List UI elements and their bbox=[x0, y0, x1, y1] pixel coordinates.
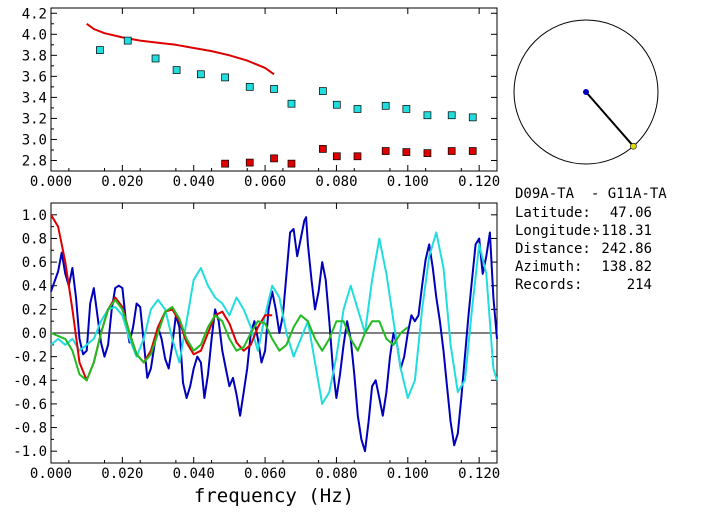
distance-label: Distance: bbox=[515, 241, 591, 257]
correlation-y-tick-label: 0.4 bbox=[22, 279, 47, 295]
velocity-red-marker bbox=[353, 152, 362, 161]
velocity-x-tick-label: 0.060 bbox=[244, 174, 286, 190]
azimuth-dial bbox=[513, 19, 659, 165]
correlation-y-tick-label: -0.4 bbox=[13, 373, 47, 389]
correlation-cyan-line bbox=[50, 231, 498, 405]
velocity-x-tick-label: 0.000 bbox=[30, 174, 72, 190]
correlation-x-tick-label: 0.120 bbox=[458, 466, 500, 482]
azimuth-line bbox=[585, 91, 635, 147]
correlation-y-tick-label: -0.2 bbox=[13, 350, 47, 366]
velocity-y-tick-label: 4.0 bbox=[22, 27, 47, 43]
velocity-red-marker bbox=[423, 149, 432, 157]
station-center-marker bbox=[583, 89, 589, 95]
distance-value: 242.86 bbox=[601, 241, 652, 257]
velocity-y-tick-label: 3.2 bbox=[22, 111, 47, 127]
velocity-y-tick-label: 3.6 bbox=[22, 69, 47, 85]
azimuth-label: Azimuth: bbox=[515, 259, 582, 275]
correlation-x-tick-label: 0.080 bbox=[315, 466, 357, 482]
velocity-red-marker bbox=[468, 147, 477, 155]
velocity-cyan-marker bbox=[197, 70, 205, 79]
velocity-x-tick-label: 0.080 bbox=[315, 174, 357, 190]
latitude-label: Latitude: bbox=[515, 205, 591, 221]
station-info: D09A-TA - G11A-TA Latitude: 47.06 Longit… bbox=[515, 186, 667, 293]
velocity-cyan-marker bbox=[245, 83, 254, 91]
velocity-cyan-marker bbox=[402, 105, 411, 113]
correlation-y-tick-label: 0.8 bbox=[22, 231, 47, 247]
velocity-y-tick-label: 3.4 bbox=[22, 90, 47, 106]
azimuth-value: 138.82 bbox=[601, 259, 652, 275]
records-value: 214 bbox=[627, 277, 652, 293]
velocity-cyan-marker bbox=[381, 101, 390, 110]
velocity-y-tick-label: 3.0 bbox=[22, 132, 47, 148]
velocity-y-tick-label: 4.2 bbox=[22, 6, 47, 22]
longitude-label: Longitude: bbox=[515, 223, 599, 239]
velocity-panel-ticks: 0.000 0.020 0.040 0.060 0.080 0.100 0.120 4.2 4.… bbox=[22, 6, 501, 190]
correlation-panel: 0.000 0.020 0.040 0.060 0.080 0.100 0.120 1.0 0.… bbox=[13, 202, 500, 507]
longitude-value: -118.31 bbox=[593, 223, 652, 239]
velocity-red-marker bbox=[319, 145, 327, 153]
velocity-x-tick-label: 0.040 bbox=[173, 174, 215, 190]
azimuth-circle bbox=[513, 19, 659, 165]
velocity-red-marker bbox=[402, 148, 411, 156]
velocity-panel: 0.000 0.020 0.040 0.060 0.080 0.100 0.120 4.2 4.… bbox=[22, 6, 501, 190]
velocity-x-tick-label: 0.020 bbox=[101, 174, 143, 190]
velocity-red-marker bbox=[287, 159, 296, 168]
latitude-value: 47.06 bbox=[610, 205, 652, 221]
velocity-red-marker bbox=[447, 147, 456, 155]
velocity-red-marker bbox=[245, 158, 254, 167]
velocity-red-marker bbox=[270, 154, 278, 163]
correlation-x-tick-label: 0.020 bbox=[101, 466, 143, 482]
correlation-x-tick-label: 0.100 bbox=[387, 466, 429, 482]
velocity-cyan-marker bbox=[447, 111, 456, 120]
velocity-cyan-marker bbox=[319, 87, 327, 95]
correlation-x-tick-label: 0.040 bbox=[173, 466, 215, 482]
correlation-x-tick-label: 0.060 bbox=[244, 466, 286, 482]
velocity-cyan-marker bbox=[270, 85, 278, 93]
velocity-cyan-marker bbox=[96, 46, 104, 54]
velocity-cyan-marker bbox=[423, 111, 432, 120]
correlation-y-tick-label: 0.6 bbox=[22, 255, 47, 271]
velocity-cyan-marker bbox=[123, 36, 132, 45]
correlation-green-line bbox=[50, 298, 409, 382]
correlation-y-tick-label: -0.8 bbox=[13, 421, 47, 437]
correlation-panel-series bbox=[50, 214, 498, 453]
velocity-y-tick-label: 2.8 bbox=[22, 153, 47, 169]
velocity-red-marker bbox=[381, 147, 390, 155]
velocity-red-line bbox=[86, 22, 275, 76]
velocity-panel-series bbox=[86, 22, 477, 168]
correlation-red-line bbox=[50, 214, 273, 382]
correlation-y-tick-label: 1.0 bbox=[22, 208, 47, 224]
velocity-cyan-marker bbox=[353, 105, 362, 113]
records-label: Records: bbox=[515, 277, 582, 293]
correlation-y-tick-label: -1.0 bbox=[13, 444, 47, 460]
correlation-x-tick-label: 0.000 bbox=[30, 466, 72, 482]
velocity-cyan-marker bbox=[172, 66, 181, 74]
velocity-cyan-marker bbox=[468, 113, 477, 122]
velocity-cyan-marker bbox=[221, 73, 229, 82]
velocity-cyan-marker bbox=[151, 54, 160, 63]
velocity-cyan-marker bbox=[332, 100, 341, 109]
correlation-y-tick-label: 0.0 bbox=[22, 326, 47, 342]
velocity-panel-frame bbox=[50, 7, 498, 172]
azimuth-end-marker bbox=[630, 142, 637, 150]
correlation-y-tick-label: 0.2 bbox=[22, 302, 47, 318]
velocity-x-tick-label: 0.120 bbox=[458, 174, 500, 190]
velocity-cyan-marker bbox=[287, 99, 296, 108]
x-axis-label: frequency (Hz) bbox=[194, 485, 354, 507]
velocity-red-marker bbox=[332, 152, 341, 161]
velocity-red-marker bbox=[221, 159, 229, 168]
velocity-y-tick-label: 3.8 bbox=[22, 48, 47, 64]
correlation-y-tick-label: -0.6 bbox=[13, 397, 47, 413]
velocity-x-tick-label: 0.100 bbox=[387, 174, 429, 190]
station-pair: D09A-TA - G11A-TA bbox=[515, 186, 667, 202]
